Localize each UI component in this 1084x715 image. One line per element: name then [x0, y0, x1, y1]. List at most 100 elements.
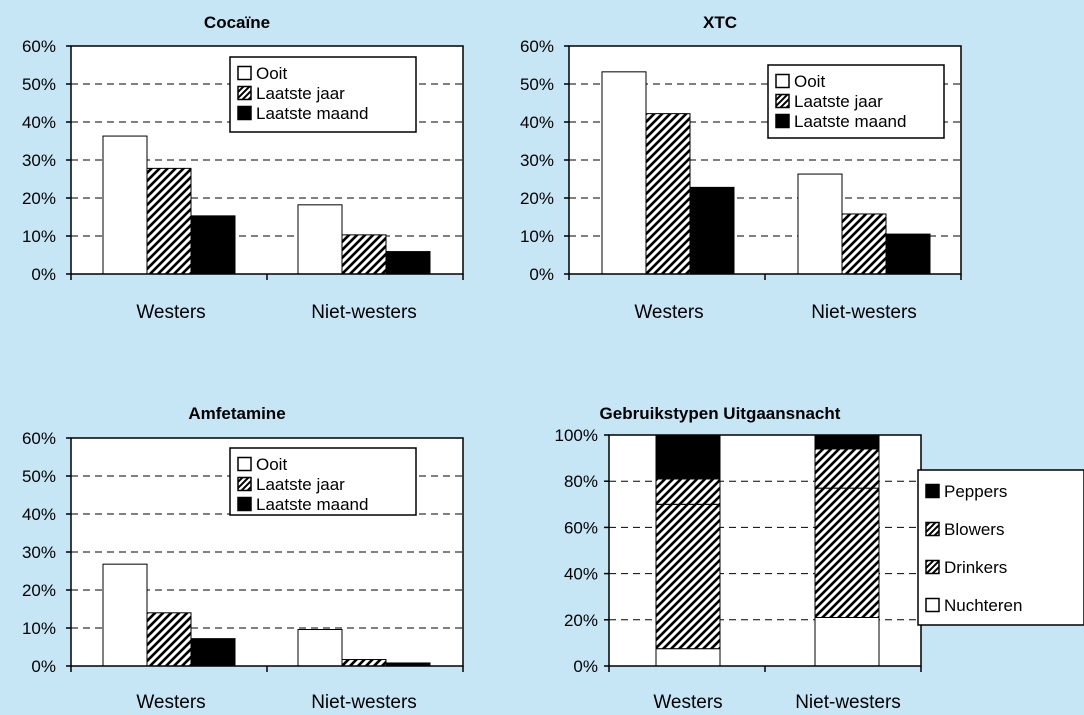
- legend-label-laatste-maand: Laatste maand: [794, 112, 906, 131]
- legend-label-drinkers: Drinkers: [944, 558, 1007, 577]
- legend-label-laatste-maand: Laatste maand: [256, 104, 368, 123]
- legend-label-ooit: Ooit: [794, 72, 825, 91]
- bar-drinkers-niet-westers: [814, 487, 880, 618]
- x-tick-label: Niet-westers: [311, 692, 417, 713]
- bar-laatste-jaar-westers: [146, 612, 192, 667]
- bar-drinkers-westers: [655, 503, 721, 650]
- y-tick-label: 60%: [564, 518, 598, 537]
- y-tick-label: 80%: [564, 472, 598, 491]
- bar-laatste-maand-westers: [190, 215, 236, 275]
- y-tick-label: 40%: [22, 505, 56, 524]
- legend-label-laatste-jaar: Laatste jaar: [794, 92, 883, 111]
- y-tick-label: 40%: [520, 113, 554, 132]
- legend-label-blowers: Blowers: [944, 520, 1004, 539]
- chart-title: XTC: [703, 13, 737, 32]
- legend-swatch-drinkers: [925, 559, 940, 575]
- y-tick-label: 60%: [22, 37, 56, 56]
- chart-title: Amfetamine: [188, 404, 285, 423]
- bar-laatste-jaar-niet-westers: [341, 234, 387, 275]
- y-tick-label: 0%: [573, 657, 598, 676]
- bar-peppers-niet-westers: [814, 434, 880, 450]
- chart-amfetamine: 0% 10% 20% 30% 40% 50% 60% Westers Niet-westers A…: [22, 404, 464, 713]
- legend-label-ooit: Ooit: [256, 455, 287, 474]
- x-tick-label: Westers: [653, 692, 722, 713]
- legend-swatch-nuchteren: [925, 597, 940, 613]
- legend-box: [917, 469, 1084, 626]
- chart-title: Cocaïne: [204, 13, 270, 32]
- bar-ooit-niet-westers: [297, 204, 343, 275]
- legend-swatch-ooit: [237, 456, 252, 472]
- x-tick-label: Westers: [634, 302, 703, 323]
- bar-blowers-westers: [655, 478, 721, 505]
- y-tick-label: 60%: [520, 37, 554, 56]
- bar-nuchteren-westers: [655, 648, 721, 667]
- y-tick-label: 10%: [22, 619, 56, 638]
- x-tick-label: Niet-westers: [811, 302, 917, 323]
- y-tick-label: 20%: [520, 189, 554, 208]
- y-tick-label: 0%: [529, 265, 554, 284]
- bar-laatste-maand-niet-westers: [385, 251, 431, 275]
- bar-laatste-jaar-westers: [645, 113, 691, 275]
- y-tick-label: 20%: [22, 581, 56, 600]
- chart-cocaine: 0% 10% 20% 30% 40% 50% 60% Westers Niet-westers C…: [22, 13, 464, 323]
- legend-label-laatste-maand: Laatste maand: [256, 495, 368, 514]
- y-tick-label: 30%: [22, 543, 56, 562]
- chart-xtc: 0% 10% 20% 30% 40% 50% 60% Westers Niet-westers X…: [520, 13, 962, 323]
- bar-ooit-niet-westers: [297, 629, 343, 667]
- legend-box: [767, 64, 945, 139]
- bar-laatste-jaar-niet-westers: [841, 213, 887, 275]
- legend-label-ooit: Ooit: [256, 64, 287, 83]
- bar-laatste-jaar-westers: [146, 167, 192, 275]
- y-tick-label: 40%: [564, 565, 598, 584]
- bar-laatste-maand-westers: [190, 638, 236, 667]
- legend-swatch-laatste-jaar: [237, 476, 252, 492]
- legend-swatch-laatste-jaar: [775, 93, 790, 109]
- y-tick-label: 40%: [22, 113, 56, 132]
- legend-swatch-laatste-jaar: [237, 85, 252, 101]
- legend-swatch-ooit: [237, 65, 252, 81]
- x-tick-label: Niet-westers: [311, 302, 417, 323]
- y-tick-label: 100%: [555, 426, 598, 445]
- legend-label-laatste-jaar: Laatste jaar: [256, 475, 345, 494]
- legend-swatch-laatste-maand: [237, 105, 252, 121]
- y-tick-label: 10%: [520, 227, 554, 246]
- legend-swatch-ooit: [775, 73, 790, 89]
- bar-laatste-maand-niet-westers: [885, 233, 931, 275]
- y-tick-label: 20%: [564, 611, 598, 630]
- bar-ooit-westers: [601, 71, 647, 275]
- y-tick-label: 0%: [31, 657, 56, 676]
- legend-box: [229, 56, 417, 133]
- bar-peppers-westers: [655, 434, 721, 480]
- bar-ooit-westers: [102, 135, 148, 275]
- bar-ooit-westers: [102, 563, 148, 667]
- x-tick-label: Niet-westers: [795, 692, 901, 713]
- y-tick-label: 20%: [22, 189, 56, 208]
- legend: Peppers Blowers Drinkers Nuchteren: [917, 469, 1084, 626]
- legend-swatch-peppers: [925, 483, 940, 499]
- legend-swatch-blowers: [925, 521, 940, 537]
- chart-title: Gebruikstypen Uitgaansnacht: [600, 404, 841, 423]
- bar-laatste-jaar-niet-westers: [341, 659, 387, 667]
- legend-label-nuchteren: Nuchteren: [944, 596, 1022, 615]
- y-tick-label: 30%: [22, 151, 56, 170]
- bar-nuchteren-niet-westers: [814, 616, 880, 667]
- bar-blowers-niet-westers: [814, 448, 880, 489]
- y-tick-label: 10%: [22, 227, 56, 246]
- y-tick-label: 30%: [520, 151, 554, 170]
- bar-ooit-niet-westers: [797, 173, 843, 275]
- y-tick-label: 50%: [520, 75, 554, 94]
- x-tick-label: Westers: [136, 692, 205, 713]
- legend-swatch-laatste-maand: [237, 496, 252, 512]
- bar-laatste-maand-westers: [689, 186, 735, 275]
- y-tick-label: 60%: [22, 429, 56, 448]
- legend-label-peppers: Peppers: [944, 482, 1007, 501]
- legend-label-laatste-jaar: Laatste jaar: [256, 84, 345, 103]
- y-tick-label: 50%: [22, 75, 56, 94]
- x-tick-label: Westers: [136, 302, 205, 323]
- legend-swatch-laatste-maand: [775, 113, 790, 129]
- y-tick-label: 0%: [31, 265, 56, 284]
